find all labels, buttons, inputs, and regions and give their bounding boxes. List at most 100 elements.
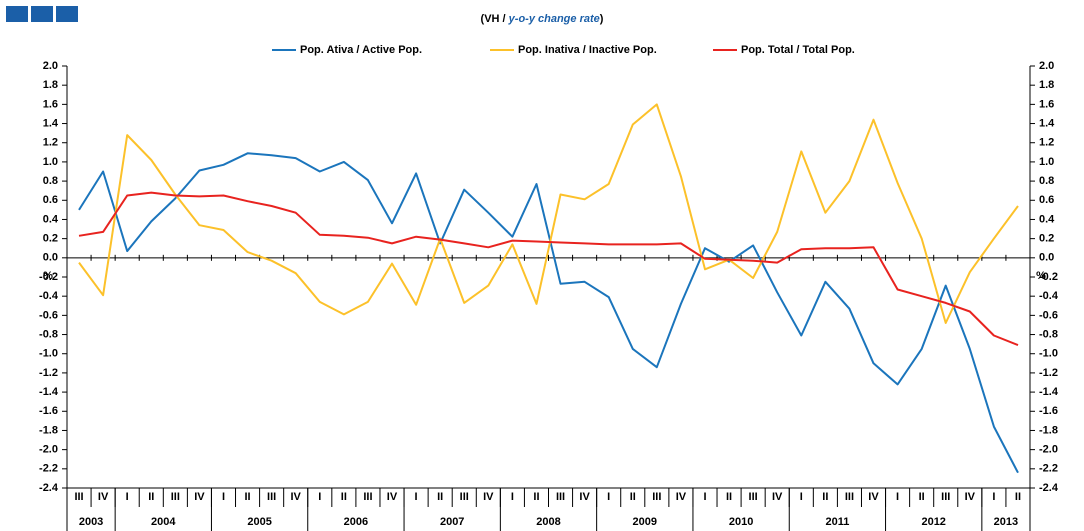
year-label: 2012 <box>921 516 945 528</box>
y2-tick-label: 0.2 <box>1039 233 1054 245</box>
y2-tick-label: 0.4 <box>1039 213 1055 225</box>
legend-label: Pop. Total / Total Pop. <box>741 44 855 56</box>
x-tick-label: III <box>652 491 661 503</box>
x-tick-label: II <box>341 491 347 503</box>
y2-tick-label: -1.4 <box>1039 386 1059 398</box>
x-tick-label: IV <box>868 491 879 503</box>
y2-tick-label: 2.0 <box>1039 60 1054 72</box>
logo-block <box>6 6 28 22</box>
year-label: 2004 <box>151 516 176 528</box>
chart-subtitle: (VH / y-o-y change rate) <box>481 13 604 25</box>
year-label: 2006 <box>344 516 368 528</box>
subtitle-part: ) <box>600 13 604 25</box>
x-tick-label: I <box>800 491 803 503</box>
y-tick-label: 0.4 <box>43 213 59 225</box>
y2-tick-label: 0.8 <box>1039 175 1054 187</box>
y2-tick-label: -2.0 <box>1039 444 1058 456</box>
y-tick-label: -2.2 <box>39 463 58 475</box>
x-tick-label: III <box>171 491 180 503</box>
x-tick-label: II <box>726 491 732 503</box>
y-tick-label: -1.6 <box>39 405 58 417</box>
subtitle-part: (VH / <box>481 13 509 25</box>
x-tick-label: IV <box>676 491 687 503</box>
x-tick-label: IV <box>98 491 109 503</box>
series-line <box>78 191 1019 347</box>
x-tick-label: I <box>511 491 514 503</box>
y-tick-label: 0.6 <box>43 194 58 206</box>
x-tick-label: III <box>267 491 276 503</box>
x-tick-label: I <box>703 491 706 503</box>
x-tick-label: I <box>126 491 129 503</box>
y2-tick-label: 1.0 <box>1039 156 1054 168</box>
x-tick-label: IV <box>291 491 302 503</box>
y-tick-label: -1.8 <box>39 424 58 436</box>
x-tick-label: I <box>318 491 321 503</box>
year-label: 2007 <box>440 516 464 528</box>
x-tick-label: IV <box>194 491 205 503</box>
y2-tick-label: -0.4 <box>1039 290 1059 302</box>
y-tick-label: -2.0 <box>39 444 58 456</box>
y2-tick-label: 1.6 <box>1039 98 1054 110</box>
x-tick-label: II <box>1015 491 1021 503</box>
logo-block <box>31 6 53 22</box>
y-tick-label: -2.4 <box>39 482 59 494</box>
y-tick-label: 1.6 <box>43 98 58 110</box>
y-tick-label: -0.8 <box>39 328 58 340</box>
y-tick-label: 2.0 <box>43 60 58 72</box>
y2-tick-label: 1.4 <box>1039 117 1055 129</box>
y-tick-label: 1.4 <box>43 117 59 129</box>
year-label: 2009 <box>633 516 657 528</box>
x-tick-label: I <box>222 491 225 503</box>
year-label: 2011 <box>825 516 849 528</box>
year-label: 2005 <box>247 516 271 528</box>
x-tick-label: II <box>630 491 636 503</box>
y2-axis-label: % <box>1036 270 1046 282</box>
y-tick-label: 1.2 <box>43 137 58 149</box>
y2-tick-label: 0.0 <box>1039 252 1054 264</box>
year-label: 2003 <box>79 516 103 528</box>
x-tick-label: III <box>845 491 854 503</box>
x-tick-label: III <box>74 491 83 503</box>
y2-tick-label: -2.2 <box>1039 463 1058 475</box>
x-tick-label: II <box>148 491 154 503</box>
y2-tick-label: 1.8 <box>1039 79 1054 91</box>
y-tick-label: -1.4 <box>39 386 59 398</box>
y-tick-label: -0.6 <box>39 309 58 321</box>
x-tick-label: IV <box>772 491 783 503</box>
subtitle-part: y-o-y change rate <box>508 13 600 25</box>
x-tick-label: III <box>363 491 372 503</box>
x-tick-label: IV <box>965 491 976 503</box>
y2-tick-label: -2.4 <box>1039 482 1059 494</box>
x-tick-label: IV <box>387 491 398 503</box>
y2-tick-label: 0.6 <box>1039 194 1054 206</box>
y2-tick-label: -1.0 <box>1039 348 1058 360</box>
y-tick-label: -0.2 <box>39 271 58 283</box>
x-tick-label: III <box>941 491 950 503</box>
y-axis-label: % <box>43 270 53 282</box>
x-tick-label: II <box>437 491 443 503</box>
x-tick-label: II <box>533 491 539 503</box>
y2-tick-label: -1.6 <box>1039 405 1058 417</box>
x-tick-label: II <box>822 491 828 503</box>
x-tick-label: I <box>415 491 418 503</box>
y2-tick-label: -0.2 <box>1039 271 1058 283</box>
y-tick-label: 0.2 <box>43 233 58 245</box>
legend-label: Pop. Inativa / Inactive Pop. <box>518 44 657 56</box>
x-tick-label: IV <box>579 491 590 503</box>
y-tick-label: 1.0 <box>43 156 58 168</box>
y2-tick-label: -0.6 <box>1039 309 1058 321</box>
x-tick-label: I <box>607 491 610 503</box>
y-tick-label: -1.0 <box>39 348 58 360</box>
x-tick-label: III <box>556 491 565 503</box>
year-label: 2010 <box>729 516 753 528</box>
y-tick-label: 0.8 <box>43 175 58 187</box>
year-label: 2013 <box>994 516 1018 528</box>
legend-label: Pop. Ativa / Active Pop. <box>300 44 422 56</box>
y-tick-label: 0.0 <box>43 252 58 264</box>
y2-tick-label: -0.8 <box>1039 328 1058 340</box>
x-tick-label: II <box>245 491 251 503</box>
series-line <box>78 103 1019 324</box>
year-label: 2008 <box>536 516 560 528</box>
x-tick-label: II <box>919 491 925 503</box>
x-tick-label: III <box>460 491 469 503</box>
